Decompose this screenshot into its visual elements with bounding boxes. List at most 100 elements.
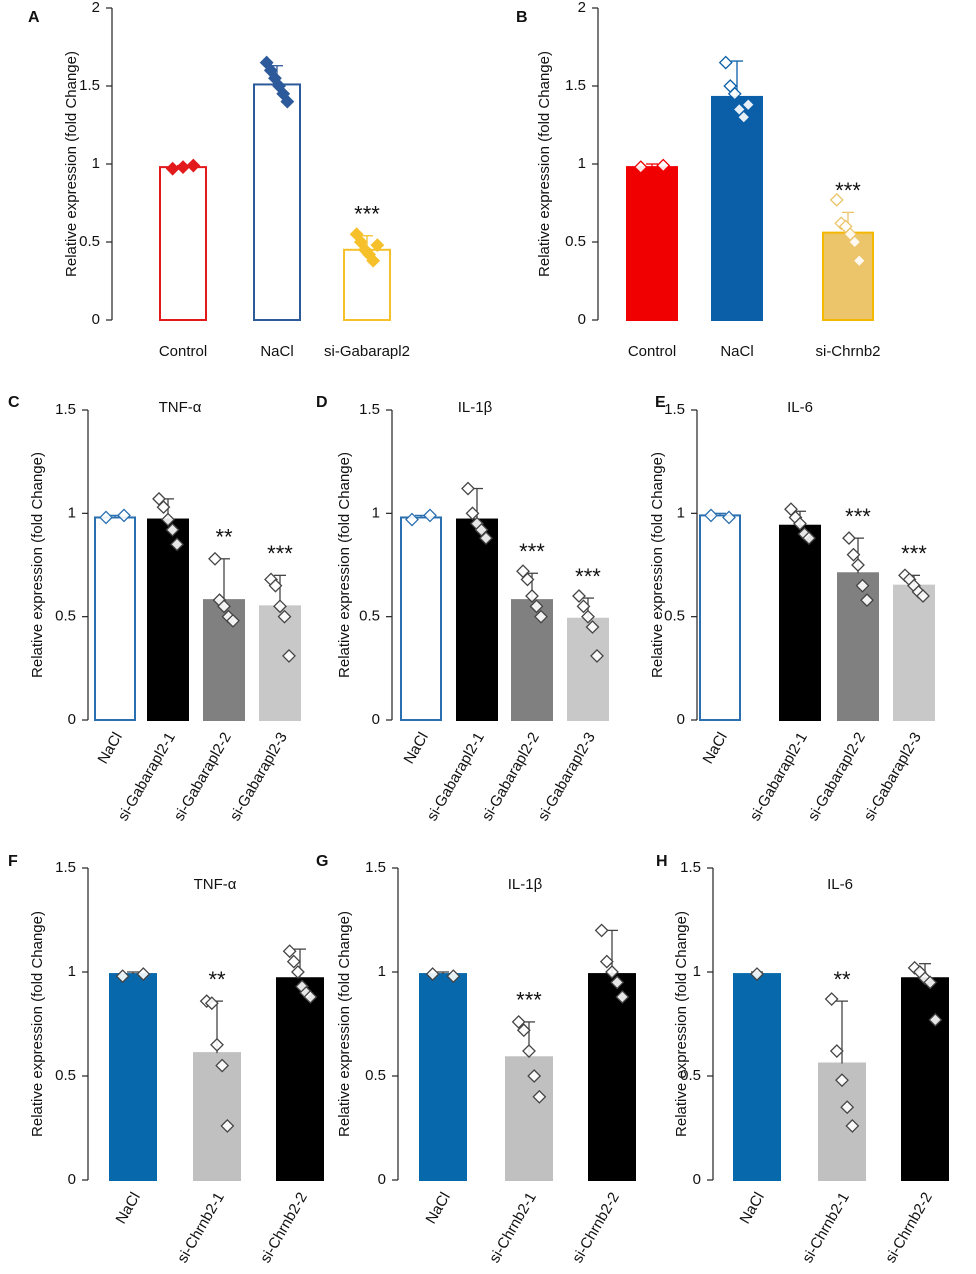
x-tick-label: NaCl <box>401 729 432 766</box>
data-point <box>210 1037 224 1052</box>
x-tick-label: si-Chrnb2 <box>815 343 880 360</box>
y-tick-label: 1.5 <box>359 401 380 418</box>
y-tick-label: 1.5 <box>680 859 701 876</box>
bar <box>779 524 821 721</box>
bar <box>567 617 609 722</box>
data-point <box>581 609 595 624</box>
data-point <box>446 969 461 984</box>
x-tick-label: NaCl <box>737 1189 768 1226</box>
x-tick-label: NaCl <box>720 343 753 360</box>
data-point <box>520 572 535 587</box>
data-point <box>286 954 301 969</box>
data-point <box>576 599 591 614</box>
data-point <box>405 512 419 527</box>
data-point <box>845 1119 860 1133</box>
y-tick-label: 0.5 <box>79 233 100 250</box>
significance: *** <box>835 178 861 203</box>
bar <box>901 977 949 1181</box>
data-point <box>136 967 151 981</box>
data-point <box>425 967 440 981</box>
bar <box>588 973 636 1182</box>
x-tick-label: si-Chrnb2-2 <box>882 1189 936 1265</box>
bar <box>276 977 324 1181</box>
y-tick-label: 0.5 <box>55 1067 76 1084</box>
data-point <box>204 996 219 1011</box>
y-tick-label: 0.5 <box>664 608 685 625</box>
y-tick-label: 0 <box>378 1171 386 1188</box>
bar <box>109 973 157 1182</box>
data-point <box>594 923 609 938</box>
significance: *** <box>354 202 380 227</box>
x-tick-label: si-Chrnb2-2 <box>257 1189 311 1265</box>
panel-letter: G <box>316 853 328 870</box>
y-tick-label: 0.5 <box>680 1067 701 1084</box>
bar <box>733 973 781 1182</box>
y-tick-label: 1 <box>378 963 386 980</box>
data-point <box>370 238 385 253</box>
x-tick-label: si-Gabarapl2-1 <box>424 729 488 823</box>
data-point <box>117 508 131 523</box>
data-point <box>590 649 604 663</box>
data-point <box>170 537 184 552</box>
x-tick-label: si-Gabarapl2-3 <box>535 729 599 823</box>
y-tick-label: 0 <box>68 1171 76 1188</box>
x-tick-label: NaCl <box>260 343 293 360</box>
data-point <box>852 253 867 268</box>
data-point <box>268 578 283 593</box>
y-tick-label: 0 <box>578 311 586 328</box>
y-tick-label: 0 <box>92 311 100 328</box>
data-point <box>176 160 190 175</box>
data-point <box>511 1015 526 1029</box>
panel-letter: D <box>316 394 328 411</box>
y-tick-label: 1.5 <box>79 77 100 94</box>
x-tick-label: si-Gabarapl2-3 <box>861 729 925 823</box>
data-point <box>186 158 201 173</box>
y-tick-label: 1.5 <box>565 77 586 94</box>
data-point <box>718 55 733 70</box>
x-tick-label: si-Chrnb2-2 <box>569 1189 623 1265</box>
panel-letter: H <box>656 853 668 870</box>
y-tick-label: 2 <box>578 0 586 16</box>
data-point <box>633 160 648 175</box>
bar <box>419 973 467 1182</box>
significance: *** <box>575 564 601 589</box>
y-tick-label: 0 <box>677 711 685 728</box>
bar <box>837 572 879 721</box>
y-tick-label: 1.5 <box>365 859 386 876</box>
data-point <box>615 990 630 1004</box>
data-point <box>928 1012 943 1027</box>
panel-title: IL-1β <box>458 399 493 416</box>
data-point <box>585 620 600 634</box>
data-point <box>532 1089 547 1104</box>
data-point <box>610 975 625 990</box>
data-point <box>282 649 296 663</box>
y-tick-label: 1.5 <box>664 401 685 418</box>
significance: ** <box>215 525 233 550</box>
bar <box>456 518 498 721</box>
data-point <box>99 510 113 525</box>
data-point <box>303 990 318 1004</box>
bar <box>253 83 301 321</box>
significance: *** <box>901 541 927 566</box>
data-point <box>273 599 287 614</box>
panel-title: TNF-α <box>194 876 237 893</box>
data-point <box>851 558 865 572</box>
data-point <box>847 235 862 249</box>
x-tick-label: si-Gabarapl2 <box>324 343 410 360</box>
x-tick-label: si-Chrnb2-1 <box>174 1189 228 1265</box>
panel-letter: B <box>516 9 528 26</box>
significance: *** <box>845 504 871 529</box>
x-tick-label: Control <box>628 343 676 360</box>
bar <box>711 95 763 321</box>
data-point <box>840 1100 855 1115</box>
data-point <box>217 599 231 614</box>
data-point <box>525 589 539 603</box>
x-tick-label: NaCl <box>95 729 126 766</box>
bar <box>147 518 189 721</box>
data-point <box>208 551 222 566</box>
panel-letter: C <box>8 394 20 411</box>
y-tick-label: 2 <box>92 0 100 16</box>
y-axis-label: Relative expression (fold Change) <box>29 452 46 678</box>
data-point <box>605 965 619 979</box>
